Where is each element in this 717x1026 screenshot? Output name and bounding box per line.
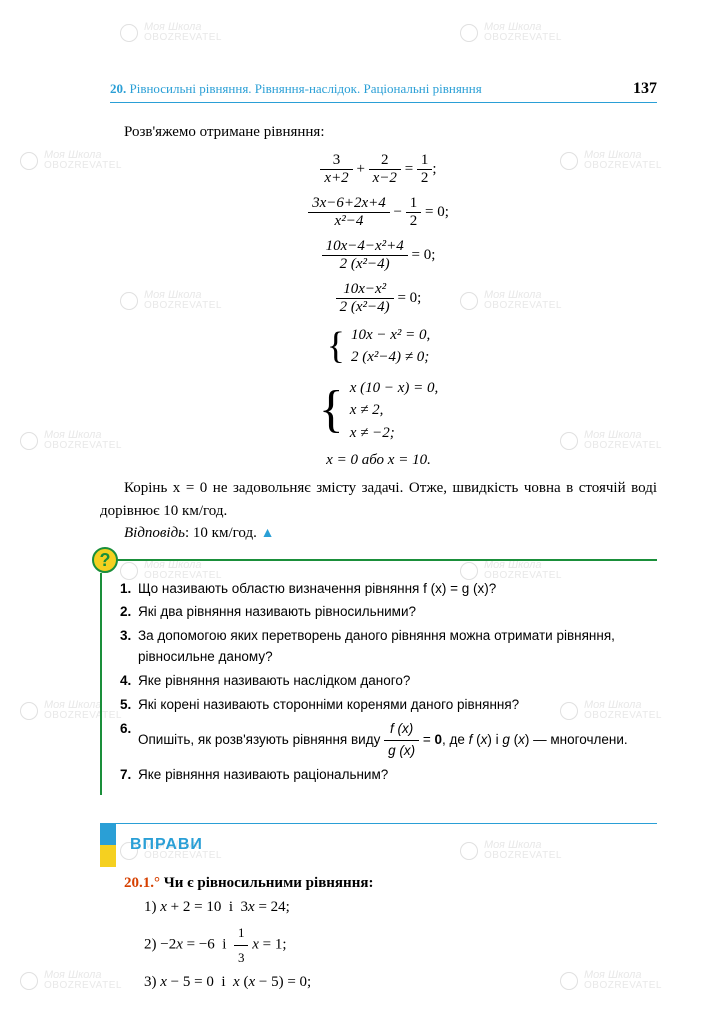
question-list: 1.Що називають областю визначення рівнян… (100, 573, 657, 795)
final-roots: x = 0 або x = 10. (100, 452, 657, 469)
equation-1: 3x+2 + 2x−2 = 12; (100, 152, 657, 187)
question-badge-icon: ? (92, 547, 118, 573)
answer-line: Відповідь: 10 км/год. ▲ (100, 522, 657, 545)
section-title: ВПРАВИ (100, 824, 657, 864)
flag-icon (100, 823, 116, 867)
chapter-title: 20. Рівносильні рівняння. Рівняння-наслі… (110, 81, 482, 97)
page-content: 20. Рівносильні рівняння. Рівняння-наслі… (0, 0, 717, 1026)
running-header: 20. Рівносильні рівняння. Рівняння-наслі… (110, 80, 657, 103)
exercise-block: 20.1.° Чи є рівносильними рівняння: 1) x… (100, 872, 657, 996)
equation-3: 10x−4−x²+42 (x²−4) = 0; (100, 238, 657, 273)
answer-value: : 10 км/год. (185, 525, 257, 541)
exercise-items: 1) x + 2 = 10 і 3x = 24;2) −2x = −6 і 13… (100, 894, 657, 996)
exercise-item: 3) x − 5 = 0 і x (x − 5) = 0; (144, 969, 657, 996)
question-item: 7.Яке рівняння називають раціональним? (120, 765, 657, 786)
system-2: { x (10 − x) = 0, x ≠ 2, x ≠ −2; (100, 377, 657, 445)
solution-intro: Розв'яжемо отримане рівняння: (100, 121, 657, 144)
conclusion: Корінь x = 0 не задовольняє змісту задач… (100, 477, 657, 522)
question-item: 6.Опишіть, як розв'язують рівняння виду … (120, 719, 657, 762)
page-number: 137 (633, 80, 657, 98)
answer-mark-icon: ▲ (261, 526, 275, 541)
question-item: 3.За допомогою яких перетворень даного р… (120, 626, 657, 668)
question-divider: ? (100, 559, 657, 561)
exercise-item: 2) −2x = −6 і 13 x = 1; (144, 921, 657, 969)
system-1: { 10x − x² = 0, 2 (x²−4) ≠ 0; (100, 324, 657, 369)
exercise-number: 20.1.° (124, 875, 160, 891)
question-item: 2.Які два рівняння називають рівносильни… (120, 602, 657, 623)
section-bar: ВПРАВИ (100, 823, 657, 864)
equation-2: 3x−6+2x+4x²−4 − 12 = 0; (100, 195, 657, 230)
exercise-item: 1) x + 2 = 10 і 3x = 24; (144, 894, 657, 921)
equation-4: 10x−x²2 (x²−4) = 0; (100, 281, 657, 316)
chapter-text: Рівносильні рівняння. Рівняння-наслідок.… (130, 81, 482, 96)
exercise-prompt: Чи є рівносильними рівняння: (164, 875, 374, 891)
chapter-number: 20. (110, 81, 126, 96)
question-item: 4.Яке рівняння називають наслідком даног… (120, 671, 657, 692)
answer-label: Відповідь (124, 525, 185, 541)
question-item: 1.Що називають областю визначення рівнян… (120, 579, 657, 600)
question-item: 5.Які корені називають сторонніми кореня… (120, 695, 657, 716)
